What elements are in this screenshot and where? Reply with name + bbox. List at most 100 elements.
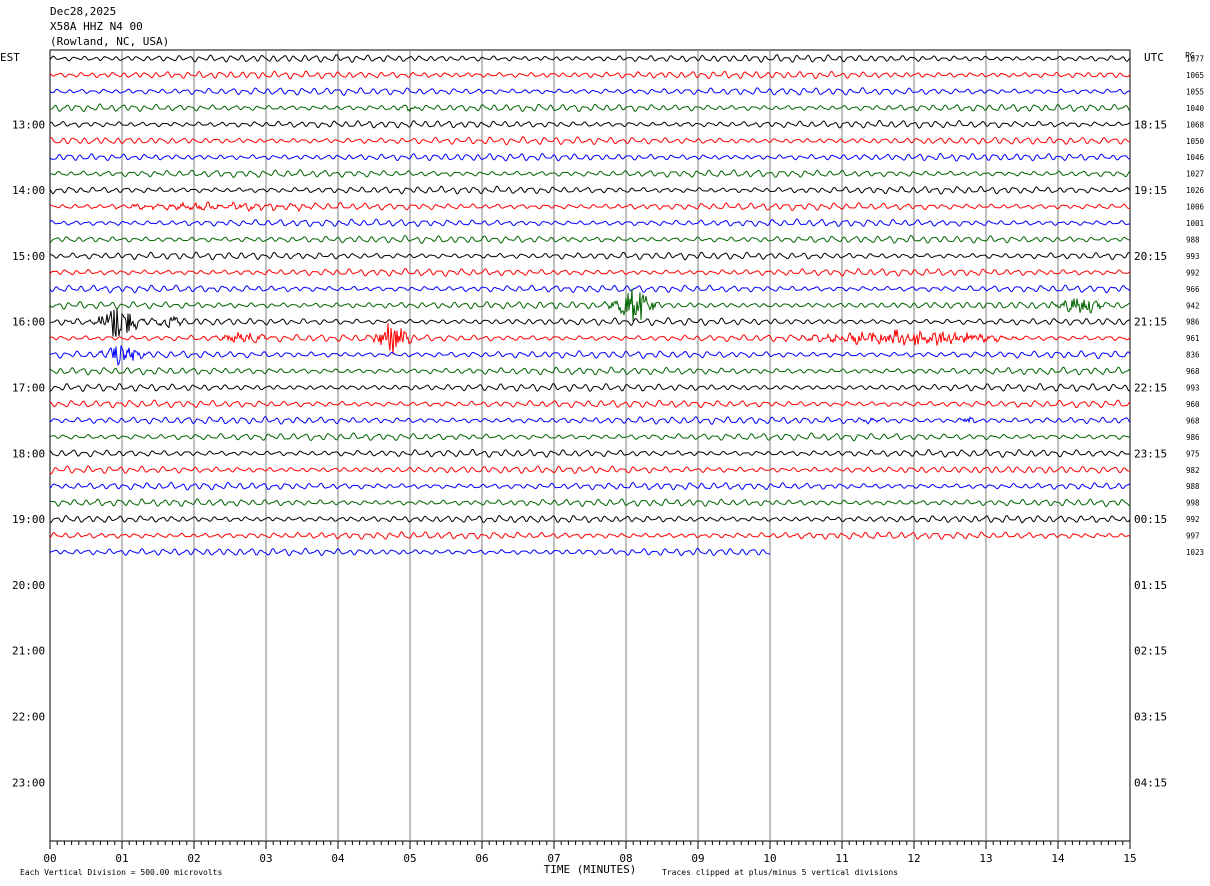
trace-value-label: 942: [1186, 301, 1200, 310]
clip-note: Traces clipped at plus/minus 5 vertical …: [662, 868, 898, 877]
trace-value-label: 982: [1186, 466, 1200, 475]
trace-value-label: 986: [1186, 433, 1200, 442]
seismic-trace: [49, 136, 1131, 146]
x-tick-label: 06: [475, 852, 488, 865]
right-hour-label: 20:15: [1134, 250, 1167, 263]
left-hour-label: 15:00: [12, 250, 45, 263]
left-hour-label: 13:00: [12, 118, 45, 131]
x-tick-label: 07: [547, 852, 560, 865]
left-hour-label: 22:00: [12, 711, 45, 724]
location-label: (Rowland, NC, USA): [50, 35, 170, 48]
trace-value-label: 992: [1186, 268, 1200, 277]
seismic-trace: [49, 366, 1131, 376]
right-hour-label: 23:15: [1134, 447, 1167, 460]
seismic-trace: [49, 465, 1131, 475]
trace-value-label: 961: [1186, 334, 1200, 343]
trace-value-label: 1040: [1186, 104, 1205, 113]
right-hour-label: 21:15: [1134, 316, 1167, 329]
seismic-trace: [49, 185, 1131, 195]
trace-value-label: 1077: [1186, 55, 1204, 64]
trace-value-label: 988: [1186, 235, 1200, 244]
left-hour-label: 16:00: [12, 316, 45, 329]
trace-value-label: 968: [1186, 367, 1200, 376]
seismic-trace: [49, 54, 1131, 63]
vertical-division-note: Each Vertical Division = 500.00 microvol…: [20, 868, 222, 877]
trace-value-label: 1050: [1186, 137, 1205, 146]
seismic-trace: [49, 399, 1131, 409]
trace-value-label: 1026: [1186, 186, 1205, 195]
x-tick-label: 05: [403, 852, 416, 865]
seismic-trace: [49, 481, 1131, 491]
seismic-trace: [49, 87, 1131, 96]
left-hour-label: 19:00: [12, 513, 45, 526]
left-hour-label: 17:00: [12, 382, 45, 395]
seismic-trace: [49, 70, 1131, 80]
x-tick-label: 11: [835, 852, 848, 865]
right-hour-label: 22:15: [1134, 382, 1167, 395]
trace-value-label: 1027: [1186, 170, 1204, 179]
left-hour-label: 23:00: [12, 776, 45, 789]
seismic-trace: [49, 547, 771, 557]
left-axis-label: EST: [0, 51, 20, 64]
left-hour-label: 21:00: [12, 645, 45, 658]
seismic-trace: [49, 498, 1131, 508]
right-hour-label: 19:15: [1134, 184, 1167, 197]
seismic-trace: [49, 531, 1131, 540]
seismic-trace: [49, 218, 1131, 228]
x-tick-label: 04: [331, 852, 345, 865]
station-label: X58A HHZ N4 00: [50, 20, 143, 33]
x-tick-label: 01: [115, 852, 128, 865]
x-tick-label: 12: [907, 852, 920, 865]
date-label: Dec28,2025: [50, 5, 117, 18]
seismic-trace: [49, 288, 1131, 322]
trace-value-label: 988: [1186, 482, 1200, 491]
right-hour-label: 02:15: [1134, 645, 1167, 658]
trace-value-label: 1046: [1186, 153, 1205, 162]
seismic-trace: [49, 169, 1131, 178]
trace-value-label: 975: [1186, 449, 1200, 458]
right-hour-label: 01:15: [1134, 579, 1167, 592]
x-tick-label: 03: [259, 852, 272, 865]
seismic-trace: [49, 323, 1131, 355]
x-tick-label: 10: [763, 852, 776, 865]
seismic-trace: [49, 345, 1131, 367]
seismic-trace: [49, 234, 1131, 245]
right-hour-label: 03:15: [1134, 711, 1167, 724]
seismic-trace: [49, 251, 1131, 261]
right-hour-label: 04:15: [1134, 776, 1167, 789]
left-hour-label: 18:00: [12, 447, 45, 460]
seismic-trace: [49, 308, 1131, 337]
left-hour-label: 14:00: [12, 184, 45, 197]
seismic-trace: [49, 284, 1131, 294]
x-tick-label: 13: [979, 852, 992, 865]
trace-value-label: 993: [1186, 384, 1200, 393]
trace-value-label: 993: [1186, 252, 1200, 261]
trace-value-label: 1068: [1186, 120, 1205, 129]
plot-frame: [49, 49, 1131, 842]
trace-value-label: 966: [1186, 285, 1200, 294]
right-col-label: PG: [1185, 51, 1195, 60]
trace-value-label: 1001: [1186, 219, 1204, 228]
trace-value-label: 997: [1186, 532, 1200, 541]
seismic-trace: [49, 432, 1131, 442]
seismic-trace: [49, 448, 1131, 458]
seismic-trace: [49, 153, 1131, 162]
x-tick-label: 15: [1123, 852, 1136, 865]
x-tick-label: 02: [187, 852, 200, 865]
trace-value-label: 968: [1186, 416, 1200, 425]
trace-value-label: 1006: [1186, 203, 1205, 212]
left-hour-label: 20:00: [12, 579, 45, 592]
seismic-trace: [49, 382, 1131, 393]
seismic-trace: [49, 267, 1131, 277]
trace-value-label: 998: [1186, 499, 1200, 508]
right-hour-label: 00:15: [1134, 513, 1167, 526]
x-tick-label: 08: [619, 852, 632, 865]
x-axis-label: TIME (MINUTES): [544, 863, 637, 876]
trace-value-label: 1023: [1186, 548, 1204, 557]
right-axis-label: UTC: [1144, 51, 1164, 64]
seismic-trace: [49, 201, 1131, 213]
trace-value-label: 986: [1186, 318, 1200, 327]
trace-value-label: 1065: [1186, 71, 1204, 80]
x-tick-label: 14: [1051, 852, 1065, 865]
